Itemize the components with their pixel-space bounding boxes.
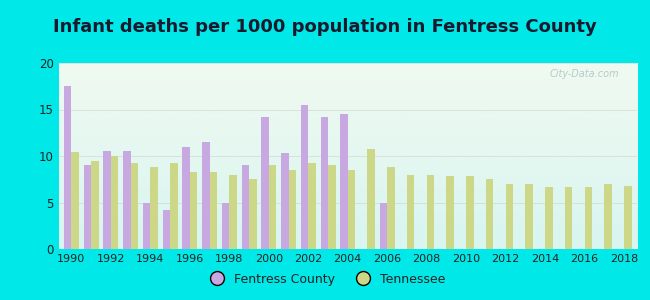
Bar [447, 176, 454, 249]
Bar [506, 184, 514, 249]
Bar [585, 187, 592, 249]
Bar [84, 165, 91, 249]
Bar [123, 151, 131, 249]
Bar [486, 179, 493, 249]
Bar [328, 165, 335, 249]
Legend: Fentress County, Tennessee: Fentress County, Tennessee [200, 268, 450, 291]
Bar [308, 163, 316, 249]
Bar [182, 147, 190, 249]
Bar [229, 175, 237, 249]
Bar [525, 184, 533, 249]
Bar [340, 114, 348, 249]
Bar [380, 202, 387, 249]
Bar [268, 165, 276, 249]
Bar [111, 156, 118, 249]
Bar [131, 163, 138, 249]
Bar [427, 175, 434, 249]
Bar [170, 163, 177, 249]
Bar [565, 187, 573, 249]
Bar [249, 179, 257, 249]
Bar [162, 210, 170, 249]
Bar [281, 153, 289, 249]
Bar [348, 170, 356, 249]
Bar [222, 202, 229, 249]
Bar [242, 165, 249, 249]
Bar [190, 172, 198, 249]
Bar [150, 167, 158, 249]
Bar [91, 160, 99, 249]
Bar [407, 175, 415, 249]
Bar [143, 202, 150, 249]
Bar [202, 142, 209, 249]
Bar [261, 117, 268, 249]
Bar [301, 105, 308, 249]
Bar [209, 172, 217, 249]
Bar [289, 170, 296, 249]
Bar [624, 186, 632, 249]
Bar [72, 152, 79, 249]
Bar [604, 184, 612, 249]
Bar [320, 117, 328, 249]
Text: City-Data.com: City-Data.com [550, 69, 619, 79]
Bar [64, 86, 72, 249]
Text: Infant deaths per 1000 population in Fentress County: Infant deaths per 1000 population in Fen… [53, 18, 597, 36]
Bar [466, 176, 474, 249]
Bar [387, 167, 395, 249]
Bar [103, 151, 111, 249]
Bar [367, 148, 375, 249]
Bar [545, 187, 552, 249]
